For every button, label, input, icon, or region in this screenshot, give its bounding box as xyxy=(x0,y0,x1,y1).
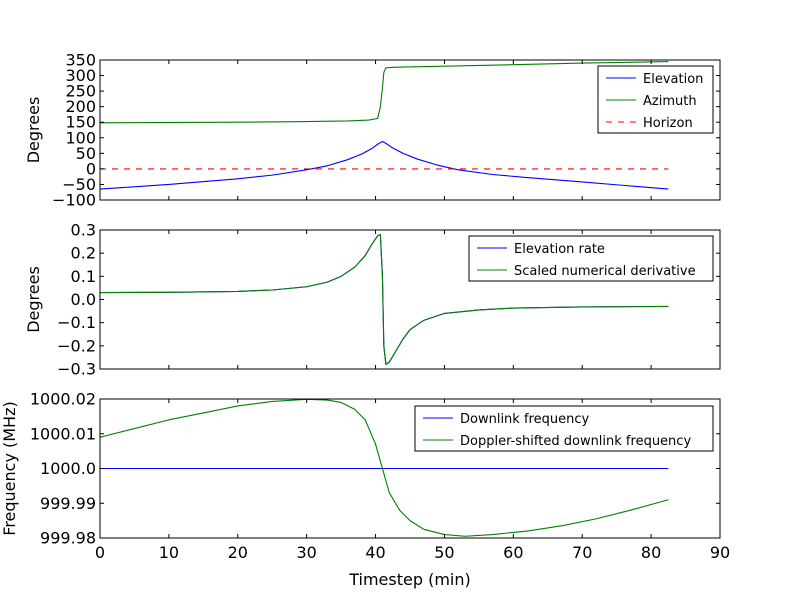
y-tick-label: −50 xyxy=(62,175,96,194)
y-axis-label: Degrees xyxy=(24,97,43,164)
y-tick-label: 0 xyxy=(86,159,96,178)
legend-label: Horizon xyxy=(643,116,693,131)
legend-label: Elevation xyxy=(643,72,703,87)
x-tick-label: 10 xyxy=(159,543,179,562)
y-tick-label: 150 xyxy=(65,113,96,132)
x-tick-label: 30 xyxy=(296,543,316,562)
legend-box xyxy=(468,235,714,282)
y-tick-label: 999.98 xyxy=(40,529,96,548)
x-tick-label: 70 xyxy=(572,543,592,562)
legend-box xyxy=(414,405,714,452)
y-tick-label: −0.2 xyxy=(57,336,96,355)
y-tick-label: 350 xyxy=(65,51,96,70)
x-tick-label: 60 xyxy=(503,543,523,562)
legend-label: Azimuth xyxy=(643,94,697,109)
y-tick-label: 0.2 xyxy=(71,244,96,263)
series-line-azimuth xyxy=(100,61,669,124)
x-tick-label: 40 xyxy=(365,543,385,562)
x-tick-label: 50 xyxy=(434,543,454,562)
y-tick-label: 1000.01 xyxy=(30,424,96,443)
x-axis-label: Timestep (min) xyxy=(348,570,471,589)
legend-label: Downlink frequency xyxy=(460,412,589,427)
x-tick-label: 20 xyxy=(228,543,248,562)
series-line-scaled-numerical-derivative xyxy=(100,234,669,365)
series-line-doppler-shifted-downlink-frequency xyxy=(100,399,669,537)
y-tick-label: −100 xyxy=(52,191,96,210)
legend-label: Doppler-shifted downlink frequency xyxy=(460,434,691,449)
y-tick-label: −0.1 xyxy=(57,313,96,332)
y-tick-label: 300 xyxy=(65,66,96,85)
y-tick-label: 0.3 xyxy=(71,221,96,240)
x-tick-label: 90 xyxy=(710,543,730,562)
subplot-3: 999.98 999.99 1000.0 1000.01 1000.02 0 10 20 30 4… xyxy=(0,390,730,590)
legend: Elevation Azimuth Horizon xyxy=(597,65,714,134)
y-tick-label: 1000.02 xyxy=(30,390,96,409)
legend: Downlink frequency Doppler-shifted downli… xyxy=(414,405,714,452)
y-tick-label: 200 xyxy=(65,97,96,116)
y-tick-label: −0.3 xyxy=(57,360,96,379)
y-tick-label: 50 xyxy=(76,144,96,163)
series-line-elevation xyxy=(100,140,669,190)
x-tick-label: 0 xyxy=(95,543,105,562)
y-tick-label: 999.99 xyxy=(40,494,96,513)
y-tick-label: 250 xyxy=(65,82,96,101)
legend-label: Scaled numerical derivative xyxy=(514,264,696,279)
legend: Elevation rate Scaled numerical derivativ… xyxy=(468,235,714,282)
y-axis-label: Frequency (MHz) xyxy=(0,401,19,535)
y-tick-label: 1000.0 xyxy=(40,459,96,478)
y-tick-label: 0.0 xyxy=(71,290,96,309)
y-tick-label: 100 xyxy=(65,128,96,147)
y-axis-label: Degrees xyxy=(24,266,43,333)
legend-label: Elevation rate xyxy=(514,242,605,257)
axes-frame xyxy=(99,59,721,201)
x-tick-label: 80 xyxy=(641,543,661,562)
subplot-2: −0.3 −0.2 −0.1 0.0 0.1 0.2 0.3 Degrees Elevation… xyxy=(24,221,721,379)
y-tick-label: 0.1 xyxy=(71,267,96,286)
